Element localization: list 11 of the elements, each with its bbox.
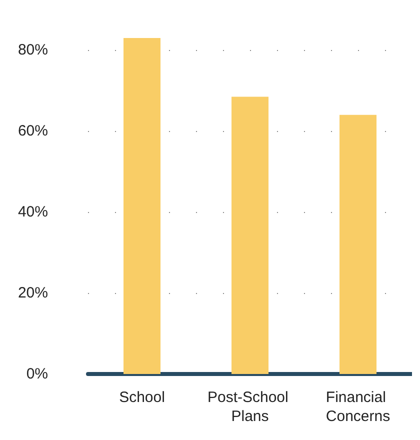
bar [232, 96, 268, 374]
y-tick-label: 20% [18, 284, 48, 302]
y-tick-label: 80% [18, 42, 48, 59]
bar [124, 38, 160, 374]
y-tick-label: 60% [18, 122, 48, 140]
x-tick-label: School [119, 389, 165, 406]
y-tick-label: 0% [26, 366, 48, 382]
x-tick-label: Post-School Plans [207, 389, 293, 425]
x-tick-label: Financial Concerns [326, 389, 390, 425]
y-tick-label: 40% [18, 204, 48, 221]
bar [340, 114, 376, 374]
